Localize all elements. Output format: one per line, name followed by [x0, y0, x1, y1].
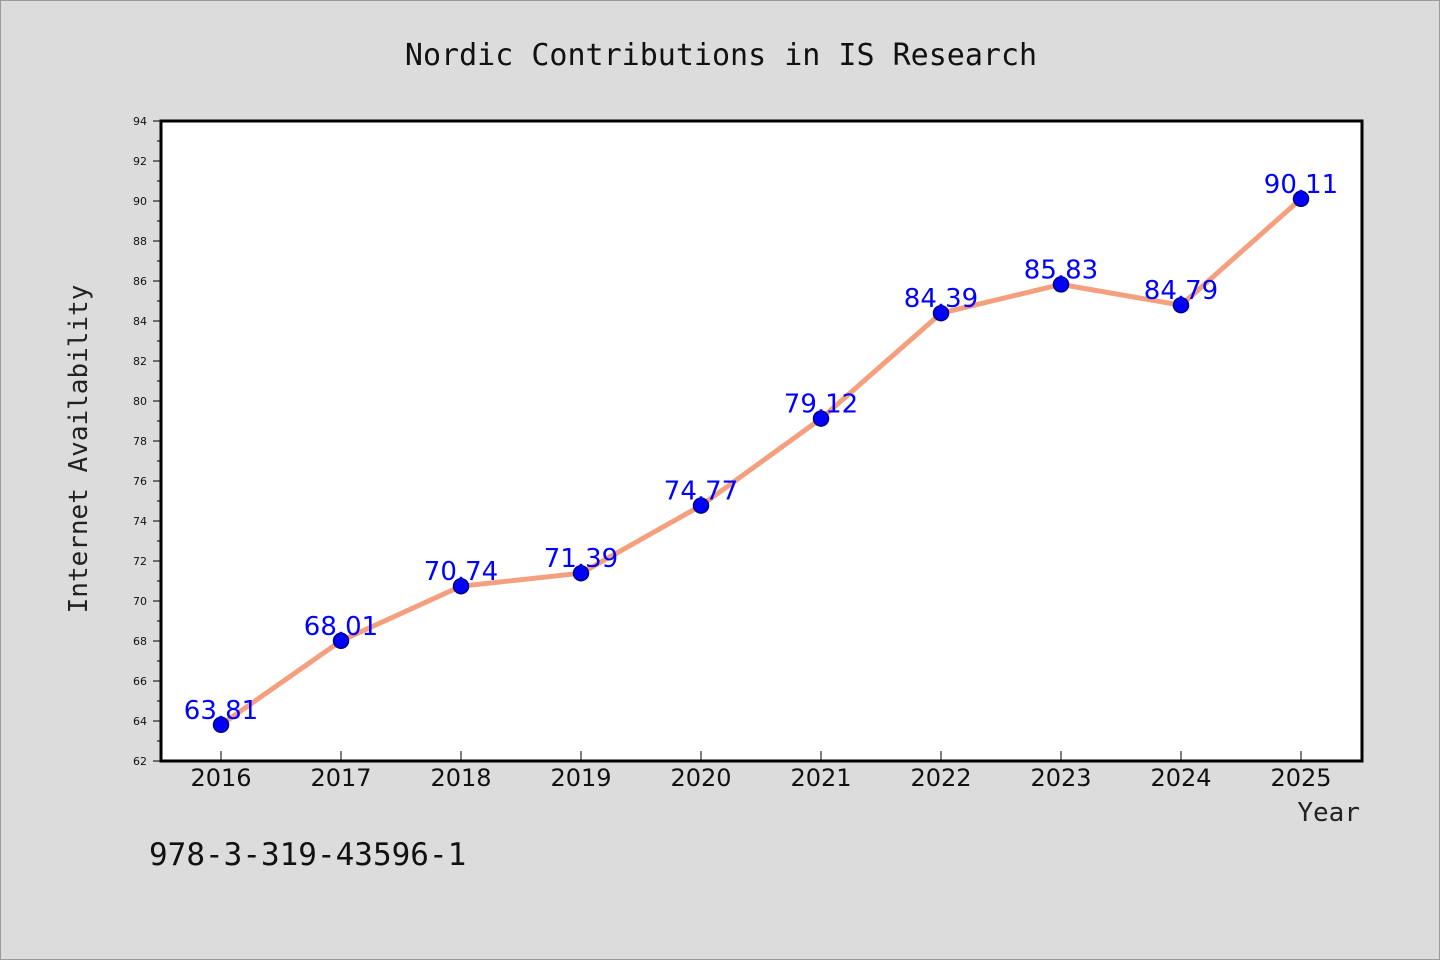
y-tick-label: 72 [133, 555, 147, 568]
x-tick-label: 2025 [1270, 764, 1331, 792]
data-point [212, 716, 230, 734]
y-axis-ticks: 62 64 66 68 70 72 74 76 78 80 82 84 86 88 90 92 94 [133, 115, 161, 768]
y-tick-label: 70 [133, 595, 147, 608]
y-tick-label: 68 [133, 635, 147, 648]
data-label: 84.39 [904, 284, 978, 314]
x-axis-ticks: 2016 2017 2018 2019 2020 2021 2022 2023 2024 2025 [190, 751, 1332, 792]
data-point [1052, 276, 1070, 293]
data-point [572, 564, 590, 582]
data-label: 68.01 [304, 612, 378, 642]
data-labels: 63.81 68.01 70.74 71.39 74.77 79.12 84.39 85.83… [184, 170, 1338, 726]
x-tick-label: 2022 [910, 764, 971, 792]
x-tick-label: 2016 [190, 764, 251, 792]
data-label: 79.12 [784, 390, 858, 420]
data-label: 90.11 [1264, 170, 1338, 200]
y-tick-label: 90 [133, 195, 147, 208]
y-axis-label: Internet Availability [64, 285, 94, 614]
y-tick-label: 66 [133, 675, 147, 688]
y-tick-label: 80 [133, 395, 147, 408]
y-tick-label: 76 [133, 475, 147, 488]
footer-isbn: 978-3-319-43596-1 [149, 837, 466, 873]
y-tick-label: 78 [133, 435, 147, 448]
data-label: 71.39 [544, 544, 618, 574]
data-label: 63.81 [184, 696, 258, 726]
y-tick-label: 86 [133, 275, 147, 288]
data-label: 70.74 [424, 557, 498, 587]
plot-area [159, 119, 1364, 763]
data-markers [212, 190, 1310, 734]
x-tick-label: 2017 [310, 764, 371, 792]
y-tick-label: 92 [133, 155, 147, 168]
x-axis-label: Year [1297, 798, 1360, 828]
x-tick-label: 2023 [1030, 764, 1091, 792]
series-line [218, 196, 1304, 728]
data-point [692, 497, 710, 514]
chart-title: Nordic Contributions in IS Research [405, 38, 1037, 73]
y-tick-label: 84 [133, 315, 147, 328]
x-tick-label: 2021 [790, 764, 851, 792]
x-tick-label: 2018 [430, 764, 491, 792]
data-point [932, 304, 950, 322]
data-label: 84.79 [1144, 276, 1218, 306]
data-point [812, 410, 830, 427]
x-tick-label: 2024 [1150, 764, 1211, 792]
y-tick-label: 82 [133, 355, 147, 368]
y-tick-label: 94 [133, 115, 147, 128]
data-point [1292, 190, 1310, 208]
data-point [1172, 296, 1190, 314]
y-tick-label: 88 [133, 235, 147, 248]
x-tick-label: 2020 [670, 764, 731, 792]
data-point [332, 632, 350, 650]
y-tick-label: 62 [133, 755, 147, 768]
data-label: 85.83 [1024, 255, 1098, 285]
y-tick-label: 74 [133, 515, 147, 528]
x-tick-label: 2019 [550, 764, 611, 792]
data-point [452, 577, 470, 595]
data-label: 74.77 [664, 477, 738, 507]
y-tick-label: 64 [133, 715, 147, 728]
